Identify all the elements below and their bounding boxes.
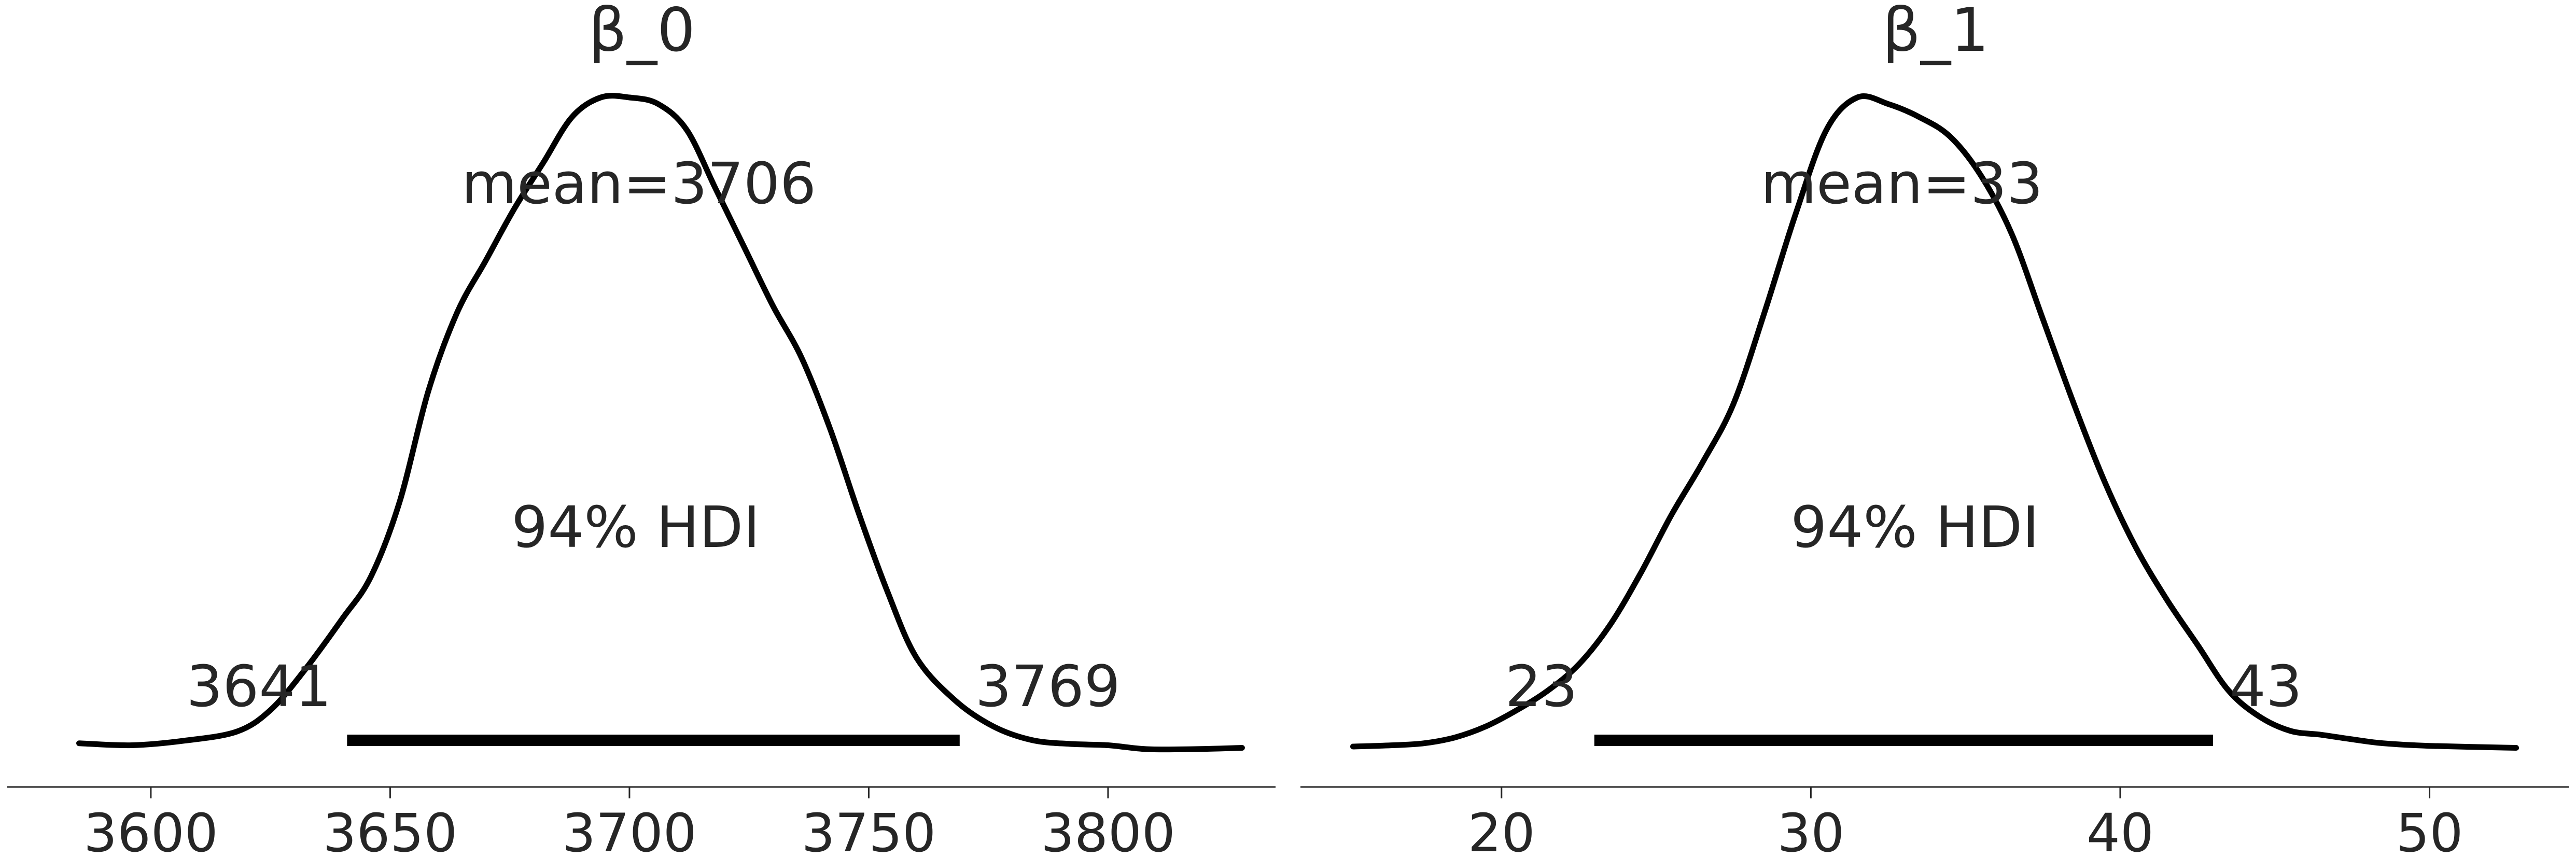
x-tick-label: 3600 — [83, 803, 218, 858]
hdi-label: 94% HDI — [511, 494, 760, 560]
density-curve — [1350, 93, 2519, 751]
x-tick-label: 3650 — [323, 803, 458, 858]
mean-label: mean=3706 — [461, 150, 816, 217]
hdi-lower-label: 23 — [1505, 653, 1578, 720]
hdi-lower-label: 3641 — [186, 653, 331, 720]
posterior-panel-beta-0: β_0 mean=3706 94% HDI 3641 3769 3600 3650… — [7, 0, 1276, 858]
x-tick-label: 20 — [1468, 803, 1535, 858]
x-axis-ticks: 3600 3650 3700 3750 3800 — [83, 787, 1175, 858]
density-curve — [76, 93, 1245, 753]
x-tick-label: 3700 — [562, 803, 697, 858]
posterior-panel-beta-1: β_1 mean=33 94% HDI 23 43 20 30 40 50 — [1300, 0, 2569, 858]
hdi-label: 94% HDI — [1790, 494, 2039, 560]
hdi-upper-label: 43 — [2230, 653, 2302, 720]
x-tick-label: 30 — [1777, 803, 1844, 858]
x-tick-label: 50 — [2396, 803, 2463, 858]
panel-title: β_0 — [589, 0, 695, 65]
x-axis-ticks: 20 30 40 50 — [1468, 787, 2463, 858]
mean-label: mean=33 — [1761, 150, 2043, 217]
panel-title: β_1 — [1882, 0, 1989, 65]
hdi-upper-label: 3769 — [975, 653, 1121, 720]
x-tick-label: 3800 — [1041, 803, 1175, 858]
x-tick-label: 40 — [2087, 803, 2154, 858]
x-tick-label: 3750 — [802, 803, 936, 858]
